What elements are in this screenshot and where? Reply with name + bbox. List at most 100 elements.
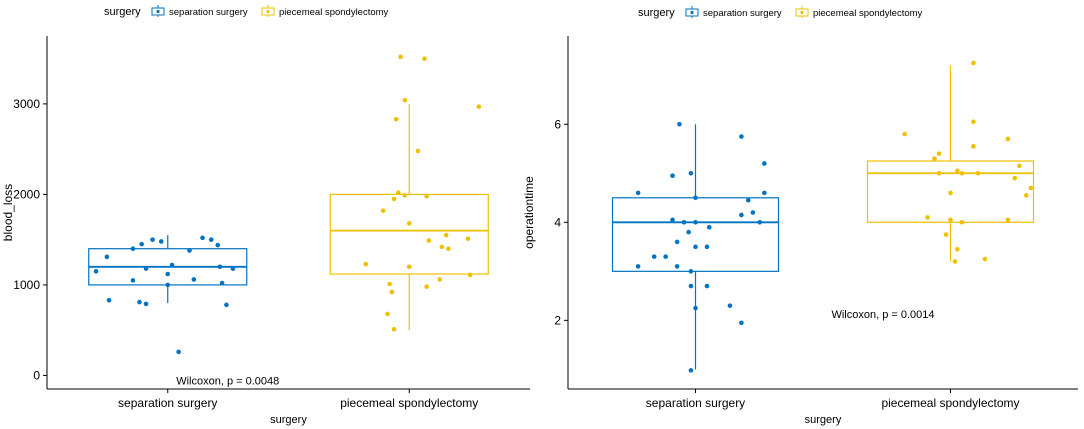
data-point — [406, 264, 412, 270]
data-point — [385, 311, 390, 317]
legend: surgery separation surgery piecemeal spond… — [104, 5, 389, 18]
y-tick-label: 4 — [554, 215, 561, 229]
legend-key-point — [156, 9, 160, 14]
data-point — [762, 161, 767, 166]
data-point — [762, 190, 767, 196]
data-point — [380, 208, 386, 213]
data-point — [402, 193, 408, 198]
box — [329, 193, 489, 275]
data-point — [936, 170, 942, 176]
data-point — [706, 224, 712, 230]
data-point — [902, 131, 907, 137]
data-point — [1005, 136, 1011, 142]
y-axis-title: operationtime — [522, 176, 536, 249]
legend: surgery separation surgery piecemeal spond… — [638, 6, 923, 19]
data-point — [422, 56, 427, 61]
data-point — [443, 232, 449, 238]
series-2 — [329, 54, 489, 332]
data-point — [391, 196, 397, 202]
data-point — [943, 232, 949, 237]
data-point — [217, 264, 223, 270]
data-point — [739, 320, 744, 326]
x-tick-label: separation surgery — [118, 396, 217, 410]
data-point — [143, 266, 149, 271]
data-point — [757, 220, 763, 225]
data-point — [391, 326, 397, 332]
data-point — [674, 239, 680, 245]
data-point — [693, 305, 698, 311]
data-point — [389, 289, 395, 295]
data-point — [439, 244, 445, 250]
data-point — [424, 193, 429, 199]
data-point — [971, 119, 976, 125]
data-point — [208, 237, 214, 242]
data-point — [1023, 193, 1029, 198]
legend-key-point — [690, 10, 694, 15]
stat-annotation: Wilcoxon, p = 0.0048 — [176, 375, 279, 387]
data-point — [476, 104, 482, 109]
data-point — [670, 173, 675, 179]
data-point — [959, 220, 965, 225]
data-point — [925, 215, 930, 220]
data-point — [952, 259, 958, 264]
data-point — [948, 190, 953, 196]
x-axis-title: surgery — [805, 414, 842, 426]
y-tick-label: 3000 — [13, 97, 40, 111]
data-point — [424, 284, 429, 290]
data-point — [130, 278, 136, 283]
legend-label: piecemeal spondylectomy — [279, 7, 389, 18]
data-point — [955, 246, 960, 252]
data-point — [688, 283, 694, 289]
x-tick-label: piecemeal spondylectomy — [881, 396, 1019, 410]
data-point — [1028, 185, 1034, 191]
data-point — [670, 217, 675, 223]
data-point — [739, 134, 744, 139]
data-point — [467, 272, 473, 278]
data-point — [130, 246, 136, 252]
data-point — [446, 246, 451, 252]
x-tick-label: piecemeal spondylectomy — [340, 396, 478, 410]
data-point — [635, 264, 641, 269]
data-point — [465, 236, 471, 242]
data-point — [169, 262, 175, 268]
stat-annotation: Wilcoxon, p = 0.0014 — [831, 309, 934, 321]
series-2 — [866, 60, 1035, 264]
data-point — [150, 237, 155, 242]
data-point — [230, 266, 236, 271]
chart-panel-2: 2 4 6 separation surgery piecemeal spondylec… — [522, 6, 1078, 426]
x-axis-title: surgery — [270, 414, 307, 426]
data-point — [982, 256, 988, 262]
data-point — [959, 170, 965, 176]
data-point — [104, 254, 110, 260]
data-point — [955, 168, 960, 174]
series-1 — [611, 121, 780, 373]
data-point — [686, 229, 691, 235]
y-tick-label: 2000 — [13, 187, 40, 201]
data-point — [187, 248, 192, 253]
data-point — [971, 144, 976, 149]
data-point — [975, 170, 981, 176]
data-point — [165, 282, 171, 288]
data-point — [948, 217, 953, 223]
data-point — [396, 190, 401, 195]
data-point — [393, 116, 399, 122]
legend-title: surgery — [104, 6, 141, 18]
data-point — [215, 242, 221, 248]
data-point — [1005, 217, 1011, 223]
data-point — [739, 212, 744, 218]
data-point — [93, 269, 99, 274]
y-axis-title: blood_loss — [1, 184, 15, 241]
data-point — [415, 148, 421, 154]
data-point — [437, 277, 442, 282]
data-point — [165, 271, 171, 277]
data-point — [139, 241, 144, 247]
data-point — [693, 244, 698, 250]
data-point — [398, 54, 403, 60]
chart-panel-1: 0 1000 2000 3000 separation surgery piecemeal… — [1, 5, 530, 426]
data-point — [674, 264, 680, 269]
data-point — [426, 238, 432, 243]
box — [611, 197, 780, 272]
data-point — [158, 239, 164, 244]
data-point — [1017, 163, 1022, 169]
box — [866, 160, 1035, 223]
